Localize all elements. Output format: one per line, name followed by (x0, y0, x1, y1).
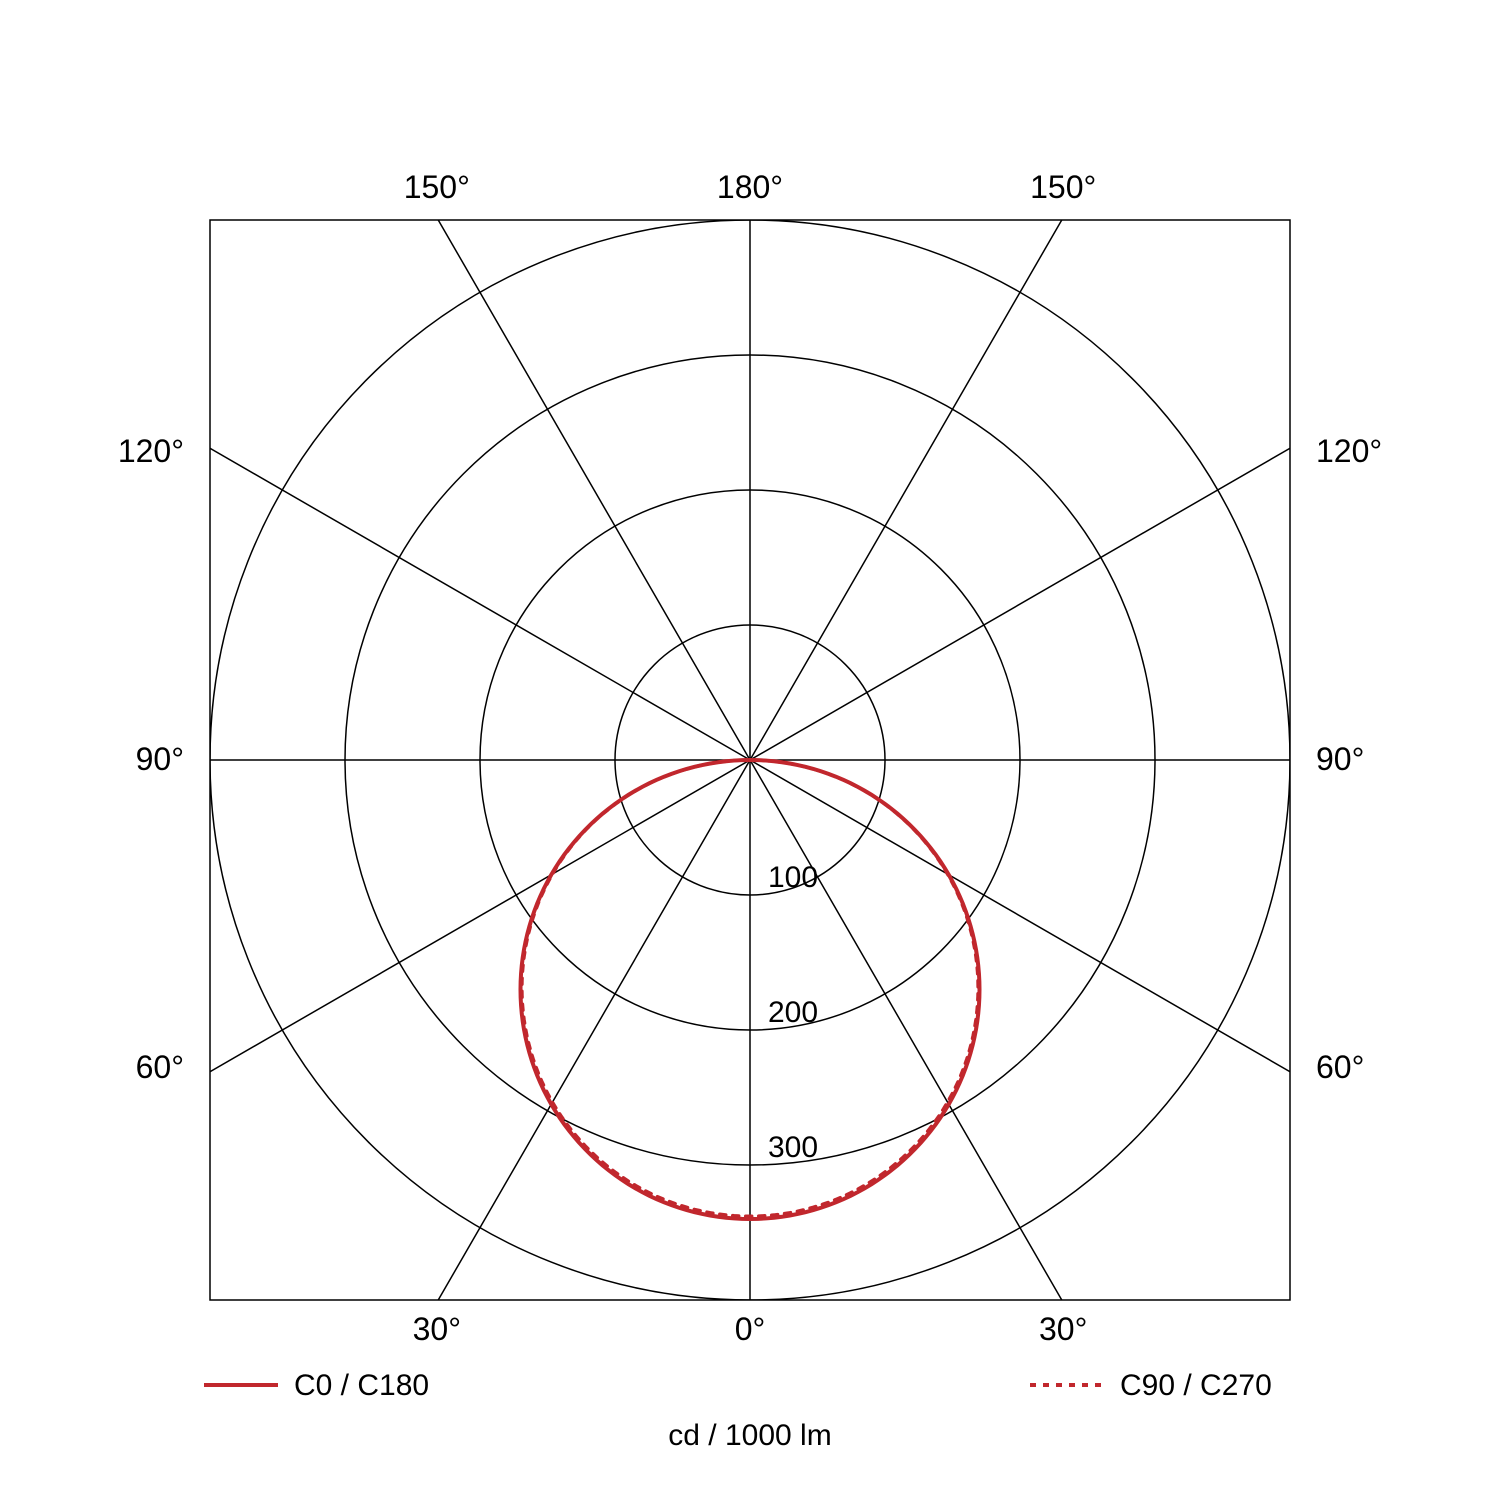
angle-label-30-left: 30° (413, 1311, 461, 1347)
legend-label-c0: C0 / C180 (294, 1369, 429, 1402)
angle-label-30-right: 30° (1039, 1311, 1087, 1347)
angle-label-180: 180° (717, 169, 783, 205)
angle-label-150-left: 150° (404, 169, 470, 205)
unit-label: cd / 1000 lm (668, 1419, 831, 1452)
polar-chart: 100 200 300 180° 150° 150° 120° 120° 90° 90° 60° 60… (0, 0, 1500, 1500)
angle-label-120-right: 120° (1316, 433, 1382, 469)
angle-label-120-left: 120° (118, 433, 184, 469)
angle-label-150-right: 150° (1030, 169, 1096, 205)
ring-label: 100 (768, 861, 818, 894)
angle-label-60-right: 60° (1316, 1049, 1364, 1085)
angle-label-90-right: 90° (1316, 741, 1364, 777)
ring-label: 300 (768, 1131, 818, 1164)
angle-label-90-left: 90° (136, 741, 184, 777)
angle-label-60-left: 60° (136, 1049, 184, 1085)
legend-label-c90: C90 / C270 (1120, 1369, 1272, 1402)
ring-label: 200 (768, 996, 818, 1029)
angle-label-0: 0° (735, 1311, 766, 1347)
